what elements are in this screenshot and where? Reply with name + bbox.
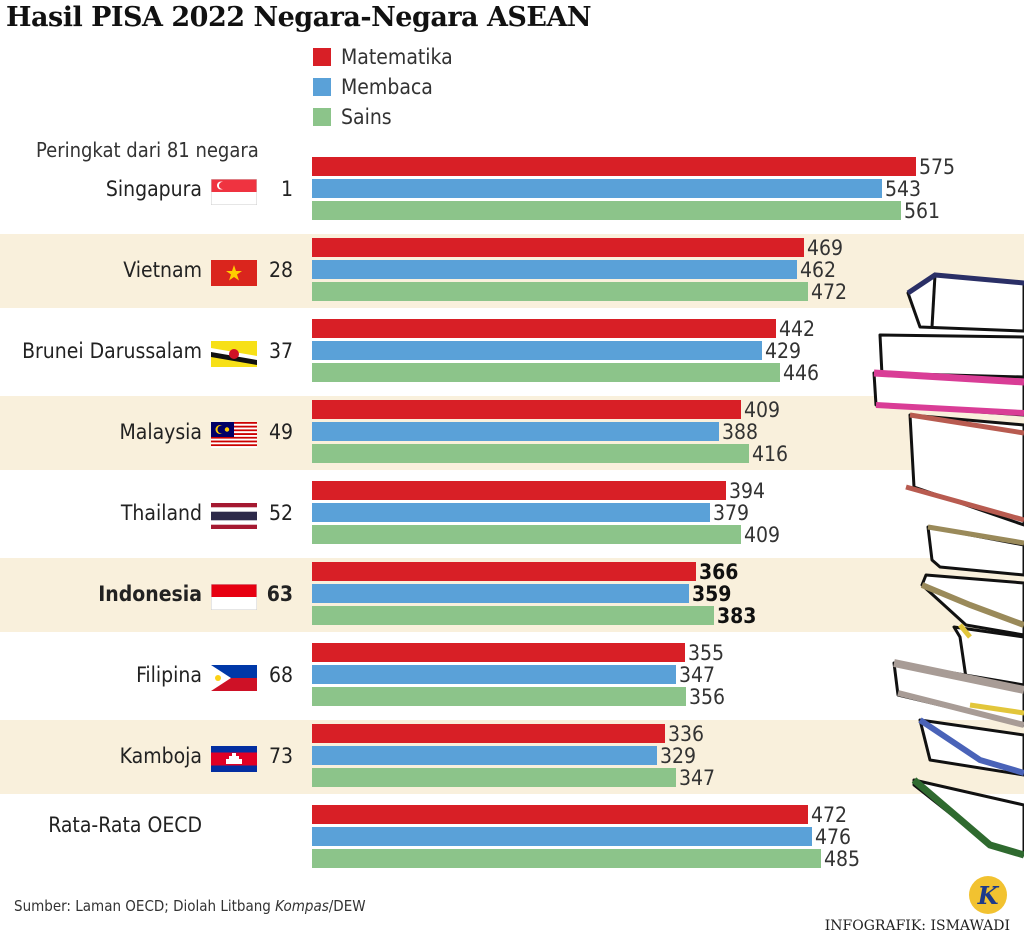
legend-item-matematika: Matematika — [313, 45, 453, 69]
value-membaca-singapura: 543 — [885, 177, 922, 201]
value-matematika-rata-rata-oecd: 472 — [811, 803, 848, 827]
legend-label-membaca: Membaca — [341, 75, 433, 99]
source-note: Sumber: Laman OECD; Diolah Litbang Kompa… — [14, 897, 366, 915]
value-sains-kamboja: 347 — [679, 766, 716, 790]
bar-matematika-brunei-darussalam — [312, 319, 776, 338]
country-label-rata-rata-oecd: Rata-Rata OECD — [48, 813, 202, 837]
value-matematika-kamboja: 336 — [668, 722, 705, 746]
value-sains-rata-rata-oecd: 485 — [824, 847, 861, 871]
country-label-malaysia: Malaysia — [119, 420, 202, 444]
value-membaca-kamboja: 329 — [660, 744, 697, 768]
country-label-indonesia: Indonesia — [98, 582, 202, 606]
value-matematika-vietnam: 469 — [807, 236, 844, 260]
rank-indonesia: 63 — [266, 582, 293, 606]
legend-swatch-membaca — [313, 78, 331, 96]
country-label-brunei-darussalam: Brunei Darussalam — [22, 339, 202, 363]
singapore-flag-icon — [210, 178, 258, 206]
bar-sains-brunei-darussalam — [312, 363, 780, 382]
thailand-flag-icon — [211, 503, 257, 529]
bar-matematika-kamboja — [312, 724, 665, 743]
country-label-filipina: Filipina — [136, 663, 202, 687]
vietnam-flag-icon — [211, 260, 257, 286]
book-stack-illustration — [872, 272, 1024, 859]
bar-matematika-rata-rata-oecd — [312, 805, 808, 824]
rank-filipina: 68 — [268, 663, 293, 687]
bar-matematika-indonesia — [312, 562, 696, 581]
rank-singapura: 1 — [280, 177, 293, 201]
value-matematika-brunei-darussalam: 442 — [779, 317, 816, 341]
value-sains-brunei-darussalam: 446 — [783, 361, 820, 385]
cambodia-flag-icon — [211, 746, 257, 772]
indonesia-flag-icon — [210, 583, 258, 611]
bar-sains-filipina — [312, 687, 686, 706]
value-matematika-malaysia: 409 — [744, 398, 781, 422]
bar-sains-vietnam — [312, 282, 808, 301]
value-membaca-vietnam: 462 — [800, 258, 837, 282]
value-sains-malaysia: 416 — [752, 442, 789, 466]
philippines-flag-icon — [211, 665, 257, 691]
source-prefix: Sumber: Laman OECD; Diolah Litbang — [14, 897, 276, 915]
bar-membaca-filipina — [312, 665, 676, 684]
source-suffix: /DEW — [328, 897, 366, 915]
bar-sains-thailand — [312, 525, 741, 544]
chart-title: Hasil PISA 2022 Negara-Negara ASEAN — [6, 2, 592, 33]
legend-label-sains: Sains — [341, 105, 392, 129]
bar-matematika-thailand — [312, 481, 726, 500]
value-membaca-brunei-darussalam: 429 — [765, 339, 802, 363]
bar-membaca-singapura — [312, 179, 882, 198]
bar-sains-singapura — [312, 201, 901, 220]
value-matematika-indonesia: 366 — [699, 560, 739, 584]
value-membaca-filipina: 347 — [679, 663, 716, 687]
brunei-flag-icon — [211, 341, 257, 367]
rank-kamboja: 73 — [268, 744, 293, 768]
value-membaca-rata-rata-oecd: 476 — [815, 825, 852, 849]
value-sains-vietnam: 472 — [811, 280, 848, 304]
country-label-kamboja: Kamboja — [119, 744, 202, 768]
bar-membaca-indonesia — [312, 584, 689, 603]
kompas-logo-icon: K — [969, 876, 1007, 914]
value-sains-indonesia: 383 — [717, 604, 757, 628]
malaysia-flag-icon — [211, 422, 257, 448]
rank-thailand: 52 — [268, 501, 293, 525]
value-sains-thailand: 409 — [744, 523, 781, 547]
bar-membaca-kamboja — [312, 746, 657, 765]
bar-sains-malaysia — [312, 444, 749, 463]
country-label-singapura: Singapura — [105, 177, 202, 201]
legend-swatch-matematika — [313, 48, 331, 66]
value-membaca-thailand: 379 — [713, 501, 750, 525]
bar-matematika-filipina — [312, 643, 685, 662]
infographic-credit: INFOGRAFIK: ISMAWADI — [824, 918, 1010, 934]
value-sains-singapura: 561 — [904, 199, 941, 223]
bar-matematika-vietnam — [312, 238, 804, 257]
bar-membaca-vietnam — [312, 260, 797, 279]
rank-malaysia: 49 — [268, 420, 293, 444]
bar-matematika-singapura — [312, 157, 916, 176]
country-label-vietnam: Vietnam — [123, 258, 202, 282]
bar-sains-kamboja — [312, 768, 676, 787]
value-matematika-thailand: 394 — [729, 479, 766, 503]
rank-brunei-darussalam: 37 — [268, 339, 293, 363]
bar-membaca-thailand — [312, 503, 710, 522]
bar-sains-rata-rata-oecd — [312, 849, 821, 868]
legend-item-membaca: Membaca — [313, 75, 433, 99]
value-matematika-singapura: 575 — [919, 155, 956, 179]
rank-vietnam: 28 — [268, 258, 293, 282]
bar-sains-indonesia — [312, 606, 714, 625]
rank-header: Peringkat dari 81 negara — [36, 138, 259, 162]
value-sains-filipina: 356 — [689, 685, 726, 709]
value-matematika-filipina: 355 — [688, 641, 725, 665]
bar-matematika-malaysia — [312, 400, 741, 419]
bar-membaca-rata-rata-oecd — [312, 827, 812, 846]
bar-membaca-brunei-darussalam — [312, 341, 762, 360]
legend-label-matematika: Matematika — [341, 45, 453, 69]
value-membaca-malaysia: 388 — [722, 420, 759, 444]
legend-swatch-sains — [313, 108, 331, 126]
legend-item-sains: Sains — [313, 105, 392, 129]
country-label-thailand: Thailand — [120, 501, 202, 525]
source-italic: Kompas — [275, 897, 329, 915]
bar-membaca-malaysia — [312, 422, 719, 441]
value-membaca-indonesia: 359 — [692, 582, 732, 606]
